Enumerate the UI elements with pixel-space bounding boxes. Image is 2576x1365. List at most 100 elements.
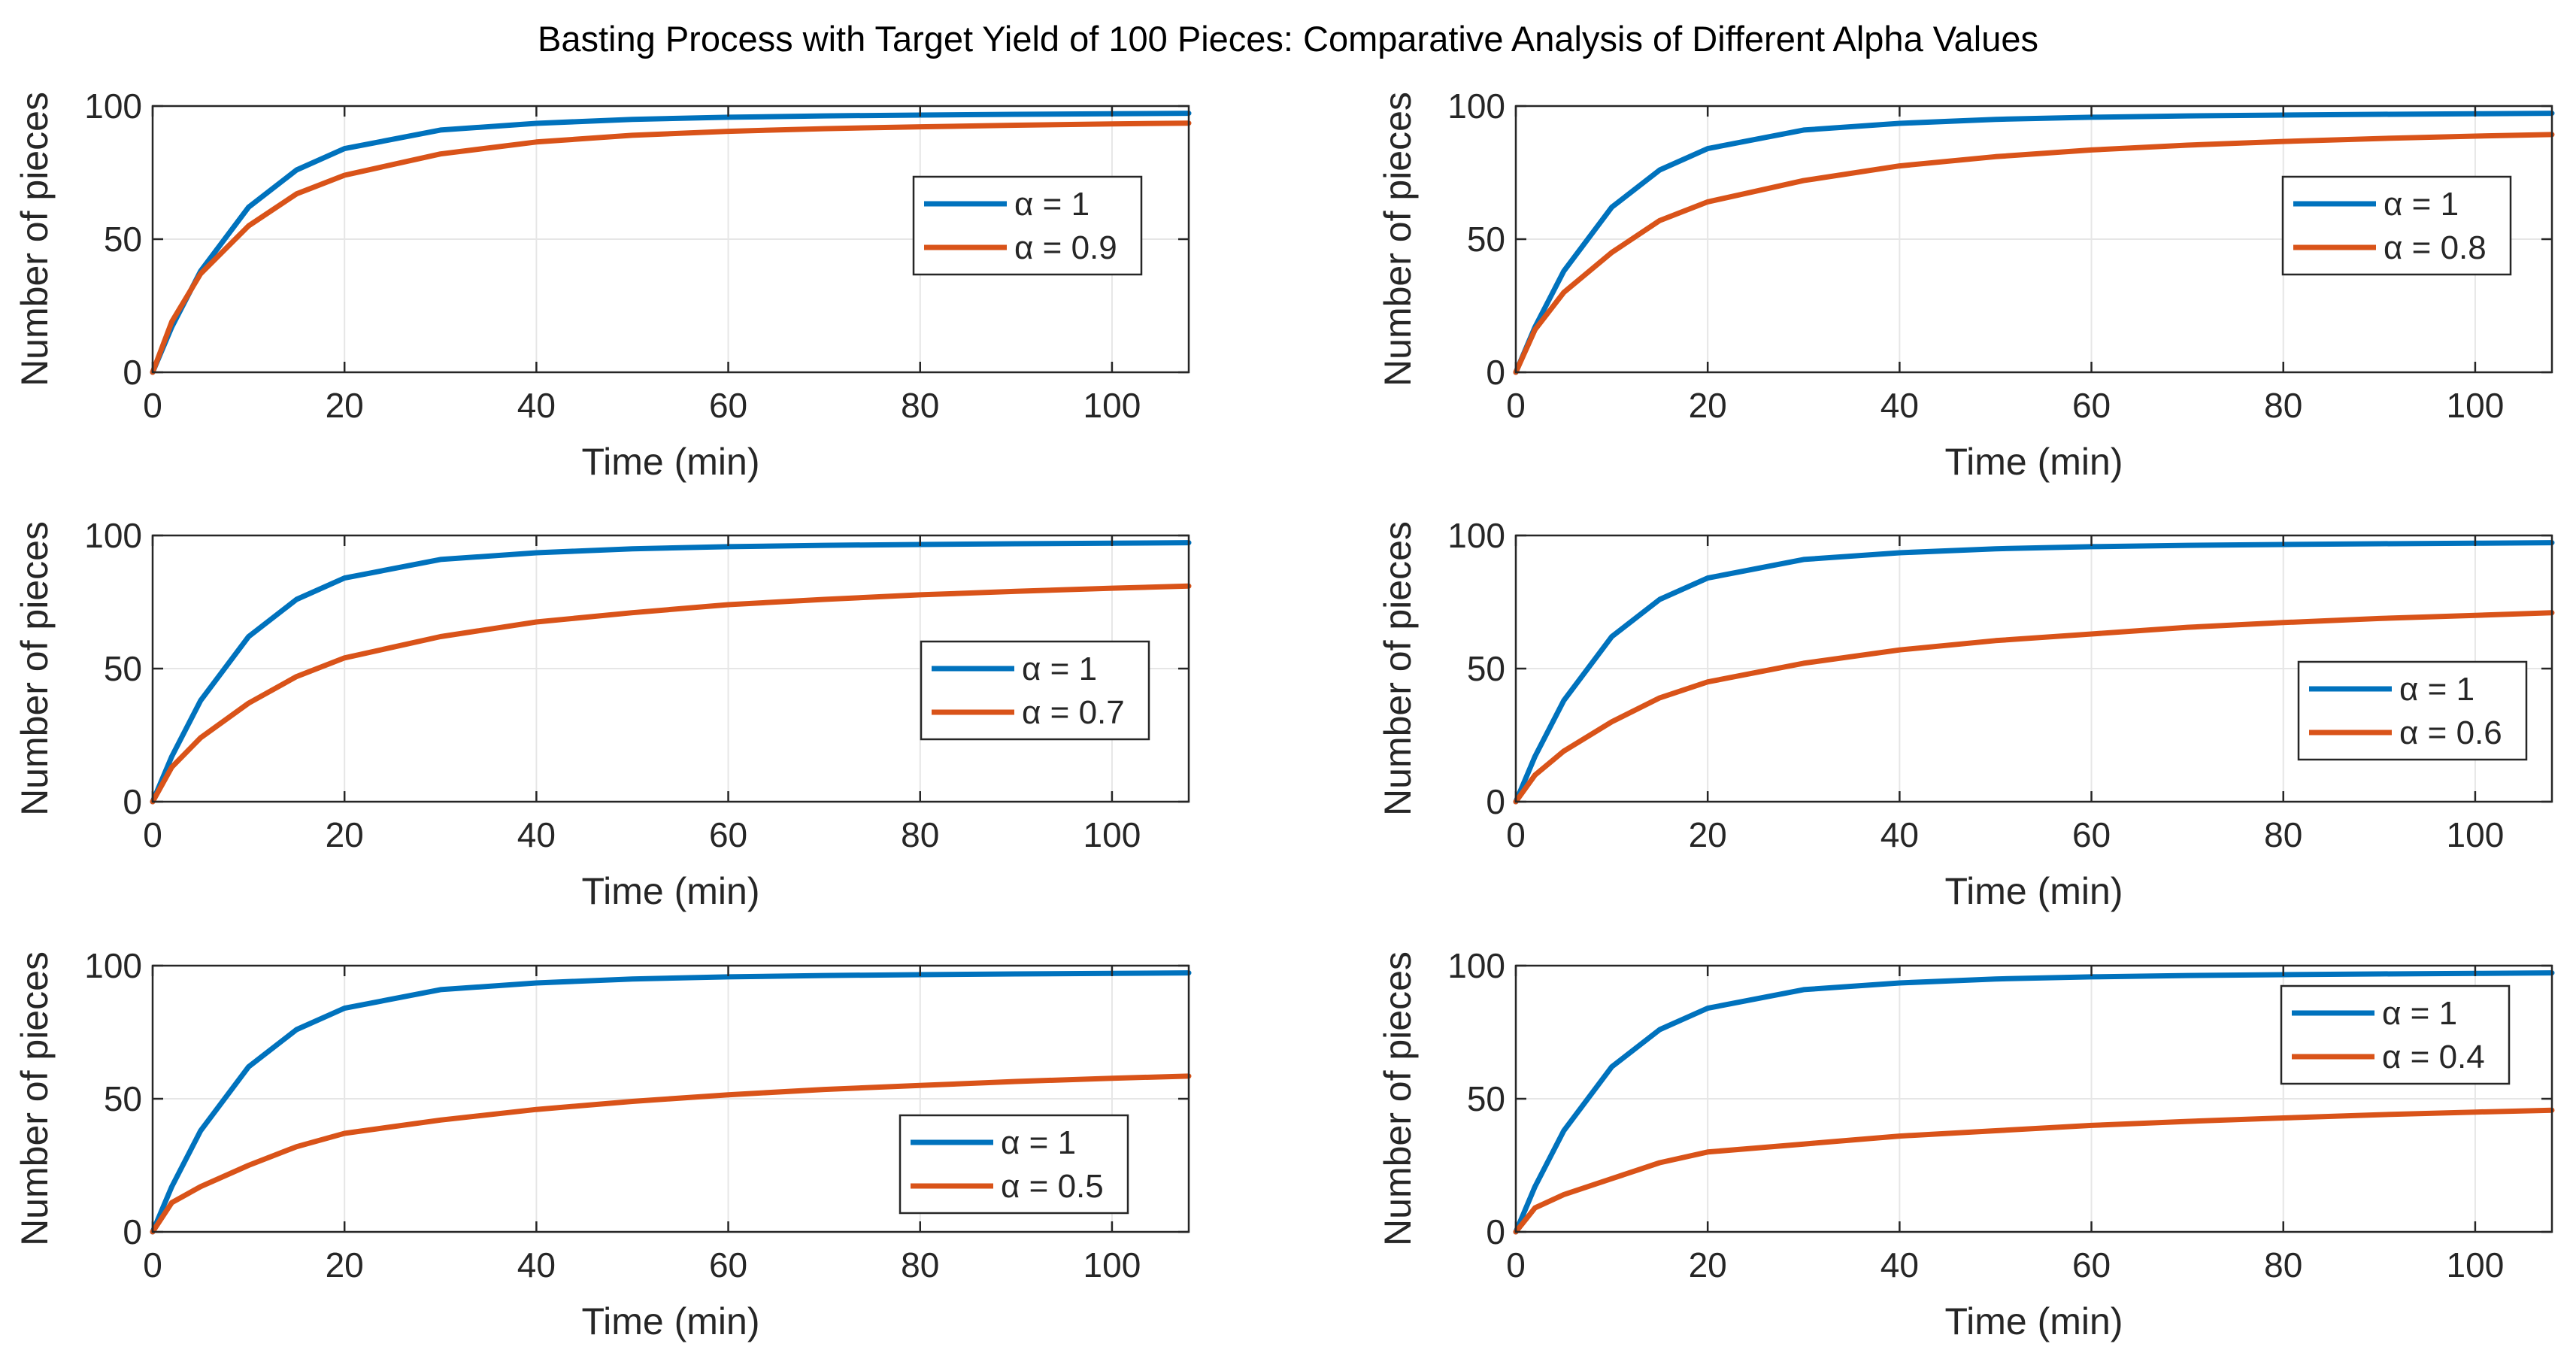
subplot-alpha-0.6: 0 20 40 60 80 100 0 50 100 Time (min) Number of pi… xyxy=(1377,516,2555,912)
y-tick-label: 50 xyxy=(1467,1079,1505,1118)
legend-label-alpha-1: α = 1 xyxy=(1014,186,1089,223)
legend-box xyxy=(2281,175,2512,276)
x-tick-label: 100 xyxy=(1083,386,1141,425)
x-tick-label: 60 xyxy=(2072,1245,2111,1285)
x-tick-label: 100 xyxy=(1083,815,1141,854)
legend-label-alpha-0.8: α = 0.8 xyxy=(2384,229,2487,266)
y-tick-label: 100 xyxy=(1447,86,1505,126)
x-tick-label: 60 xyxy=(709,1245,747,1285)
legend: α = 1 α = 0.7 xyxy=(920,640,1150,741)
x-tick-label: 0 xyxy=(143,386,162,425)
x-tick-label: 20 xyxy=(326,1245,364,1285)
x-tick-label: 80 xyxy=(2264,815,2302,854)
series-line-alpha-0.5 xyxy=(150,1073,1192,1235)
y-tick-label: 100 xyxy=(1447,946,1505,985)
y-tick-label: 0 xyxy=(1486,1212,1505,1251)
x-tick-label: 60 xyxy=(2072,815,2111,854)
series-line-alpha-0.7 xyxy=(150,583,1192,805)
y-axis-label: Number of pieces xyxy=(14,951,56,1246)
legend-label-alpha-1: α = 1 xyxy=(2382,995,2457,1032)
x-tick-label: 80 xyxy=(901,386,939,425)
legend: α = 1 α = 0.5 xyxy=(899,1114,1129,1215)
legend-label-alpha-0.4: α = 0.4 xyxy=(2382,1039,2485,1075)
subplot-alpha-0.4: 0 20 40 60 80 100 0 50 100 Time (min) Number of pi… xyxy=(1377,946,2555,1342)
y-tick-label: 100 xyxy=(84,86,142,126)
x-axis-label: Time (min) xyxy=(1944,1300,2123,1342)
series-line-alpha-1 xyxy=(150,540,1192,805)
x-tick-label: 40 xyxy=(1880,1245,1919,1285)
y-axis-label: Number of pieces xyxy=(14,521,56,816)
x-tick-label: 0 xyxy=(143,1245,162,1285)
y-tick-label: 100 xyxy=(84,946,142,985)
x-tick-label: 40 xyxy=(517,386,556,425)
subplot-alpha-0.7: 0 20 40 60 80 100 0 50 100 Time (min) Number of pi… xyxy=(14,516,1192,912)
series-line-alpha-0.9 xyxy=(150,120,1192,375)
y-tick-label: 50 xyxy=(104,220,142,259)
x-axis-label: Time (min) xyxy=(1944,441,2123,483)
y-tick-label: 50 xyxy=(1467,220,1505,259)
y-tick-label: 0 xyxy=(1486,353,1505,392)
legend-label-alpha-0.9: α = 0.9 xyxy=(1014,229,1117,266)
x-tick-label: 0 xyxy=(1506,386,1526,425)
x-tick-label: 20 xyxy=(1689,815,1727,854)
series-line-alpha-1 xyxy=(1513,970,2555,1235)
legend-label-alpha-0.7: α = 0.7 xyxy=(1022,694,1125,731)
x-tick-label: 20 xyxy=(1689,1245,1727,1285)
legend-label-alpha-1: α = 1 xyxy=(2384,186,2459,223)
y-tick-label: 0 xyxy=(1486,782,1505,821)
x-tick-label: 100 xyxy=(1083,1245,1141,1285)
x-tick-label: 60 xyxy=(2072,386,2111,425)
subplot-alpha-0.5: 0 20 40 60 80 100 0 50 100 Time (min) Number of pi… xyxy=(14,946,1192,1342)
y-axis-label: Number of pieces xyxy=(1377,951,1419,1246)
legend-box xyxy=(912,175,1143,276)
subplot-alpha-0.8: 0 20 40 60 80 100 0 50 100 Time (min) Number of pi… xyxy=(1377,86,2555,483)
x-tick-label: 0 xyxy=(143,815,162,854)
series-line-alpha-1 xyxy=(150,111,1192,375)
x-tick-label: 0 xyxy=(1506,815,1526,854)
legend-label-alpha-0.6: α = 0.6 xyxy=(2399,714,2502,751)
y-tick-label: 50 xyxy=(104,1079,142,1118)
figure-title: Basting Process with Target Yield of 100… xyxy=(538,19,2038,59)
x-tick-label: 20 xyxy=(326,386,364,425)
series-line-alpha-1 xyxy=(1513,540,2555,805)
x-tick-label: 40 xyxy=(1880,386,1919,425)
x-tick-label: 100 xyxy=(2447,815,2505,854)
legend-box xyxy=(2297,660,2528,761)
legend-box xyxy=(2280,984,2511,1085)
y-tick-label: 50 xyxy=(104,649,142,688)
series-line-alpha-1 xyxy=(1513,111,2555,375)
x-tick-label: 80 xyxy=(901,815,939,854)
x-axis-label: Time (min) xyxy=(581,870,759,912)
series-line-alpha-0.6 xyxy=(1513,610,2555,805)
x-tick-label: 80 xyxy=(901,1245,939,1285)
y-tick-label: 0 xyxy=(123,1212,142,1251)
x-tick-label: 80 xyxy=(2264,386,2302,425)
y-tick-label: 0 xyxy=(123,782,142,821)
x-tick-label: 40 xyxy=(517,1245,556,1285)
x-tick-label: 20 xyxy=(1689,386,1727,425)
series-line-alpha-0.8 xyxy=(1513,132,2555,375)
subplot-grid: 0 20 40 60 80 100 0 50 100 Time (min) Number of pi… xyxy=(14,86,2555,1342)
x-tick-label: 100 xyxy=(2447,386,2505,425)
legend-label-alpha-1: α = 1 xyxy=(2399,671,2474,708)
legend-label-alpha-0.5: α = 0.5 xyxy=(1001,1168,1104,1205)
legend-label-alpha-1: α = 1 xyxy=(1022,651,1097,687)
subplot-alpha-0.9: 0 20 40 60 80 100 0 50 100 Time (min) Number of pi… xyxy=(14,86,1192,483)
y-tick-label: 100 xyxy=(84,516,142,555)
x-axis-label: Time (min) xyxy=(581,441,759,483)
legend-box xyxy=(899,1114,1129,1215)
x-tick-label: 60 xyxy=(709,386,747,425)
x-tick-label: 20 xyxy=(326,815,364,854)
y-tick-label: 0 xyxy=(123,353,142,392)
y-axis-label: Number of pieces xyxy=(1377,521,1419,816)
series-line-alpha-0.4 xyxy=(1513,1107,2555,1235)
legend: α = 1 α = 0.6 xyxy=(2297,660,2528,761)
x-tick-label: 0 xyxy=(1506,1245,1526,1285)
legend-box xyxy=(920,640,1150,741)
series-line-alpha-1 xyxy=(150,970,1192,1235)
x-tick-label: 40 xyxy=(517,815,556,854)
y-axis-label: Number of pieces xyxy=(1377,92,1419,387)
y-tick-label: 50 xyxy=(1467,649,1505,688)
legend: α = 1 α = 0.8 xyxy=(2281,175,2512,276)
